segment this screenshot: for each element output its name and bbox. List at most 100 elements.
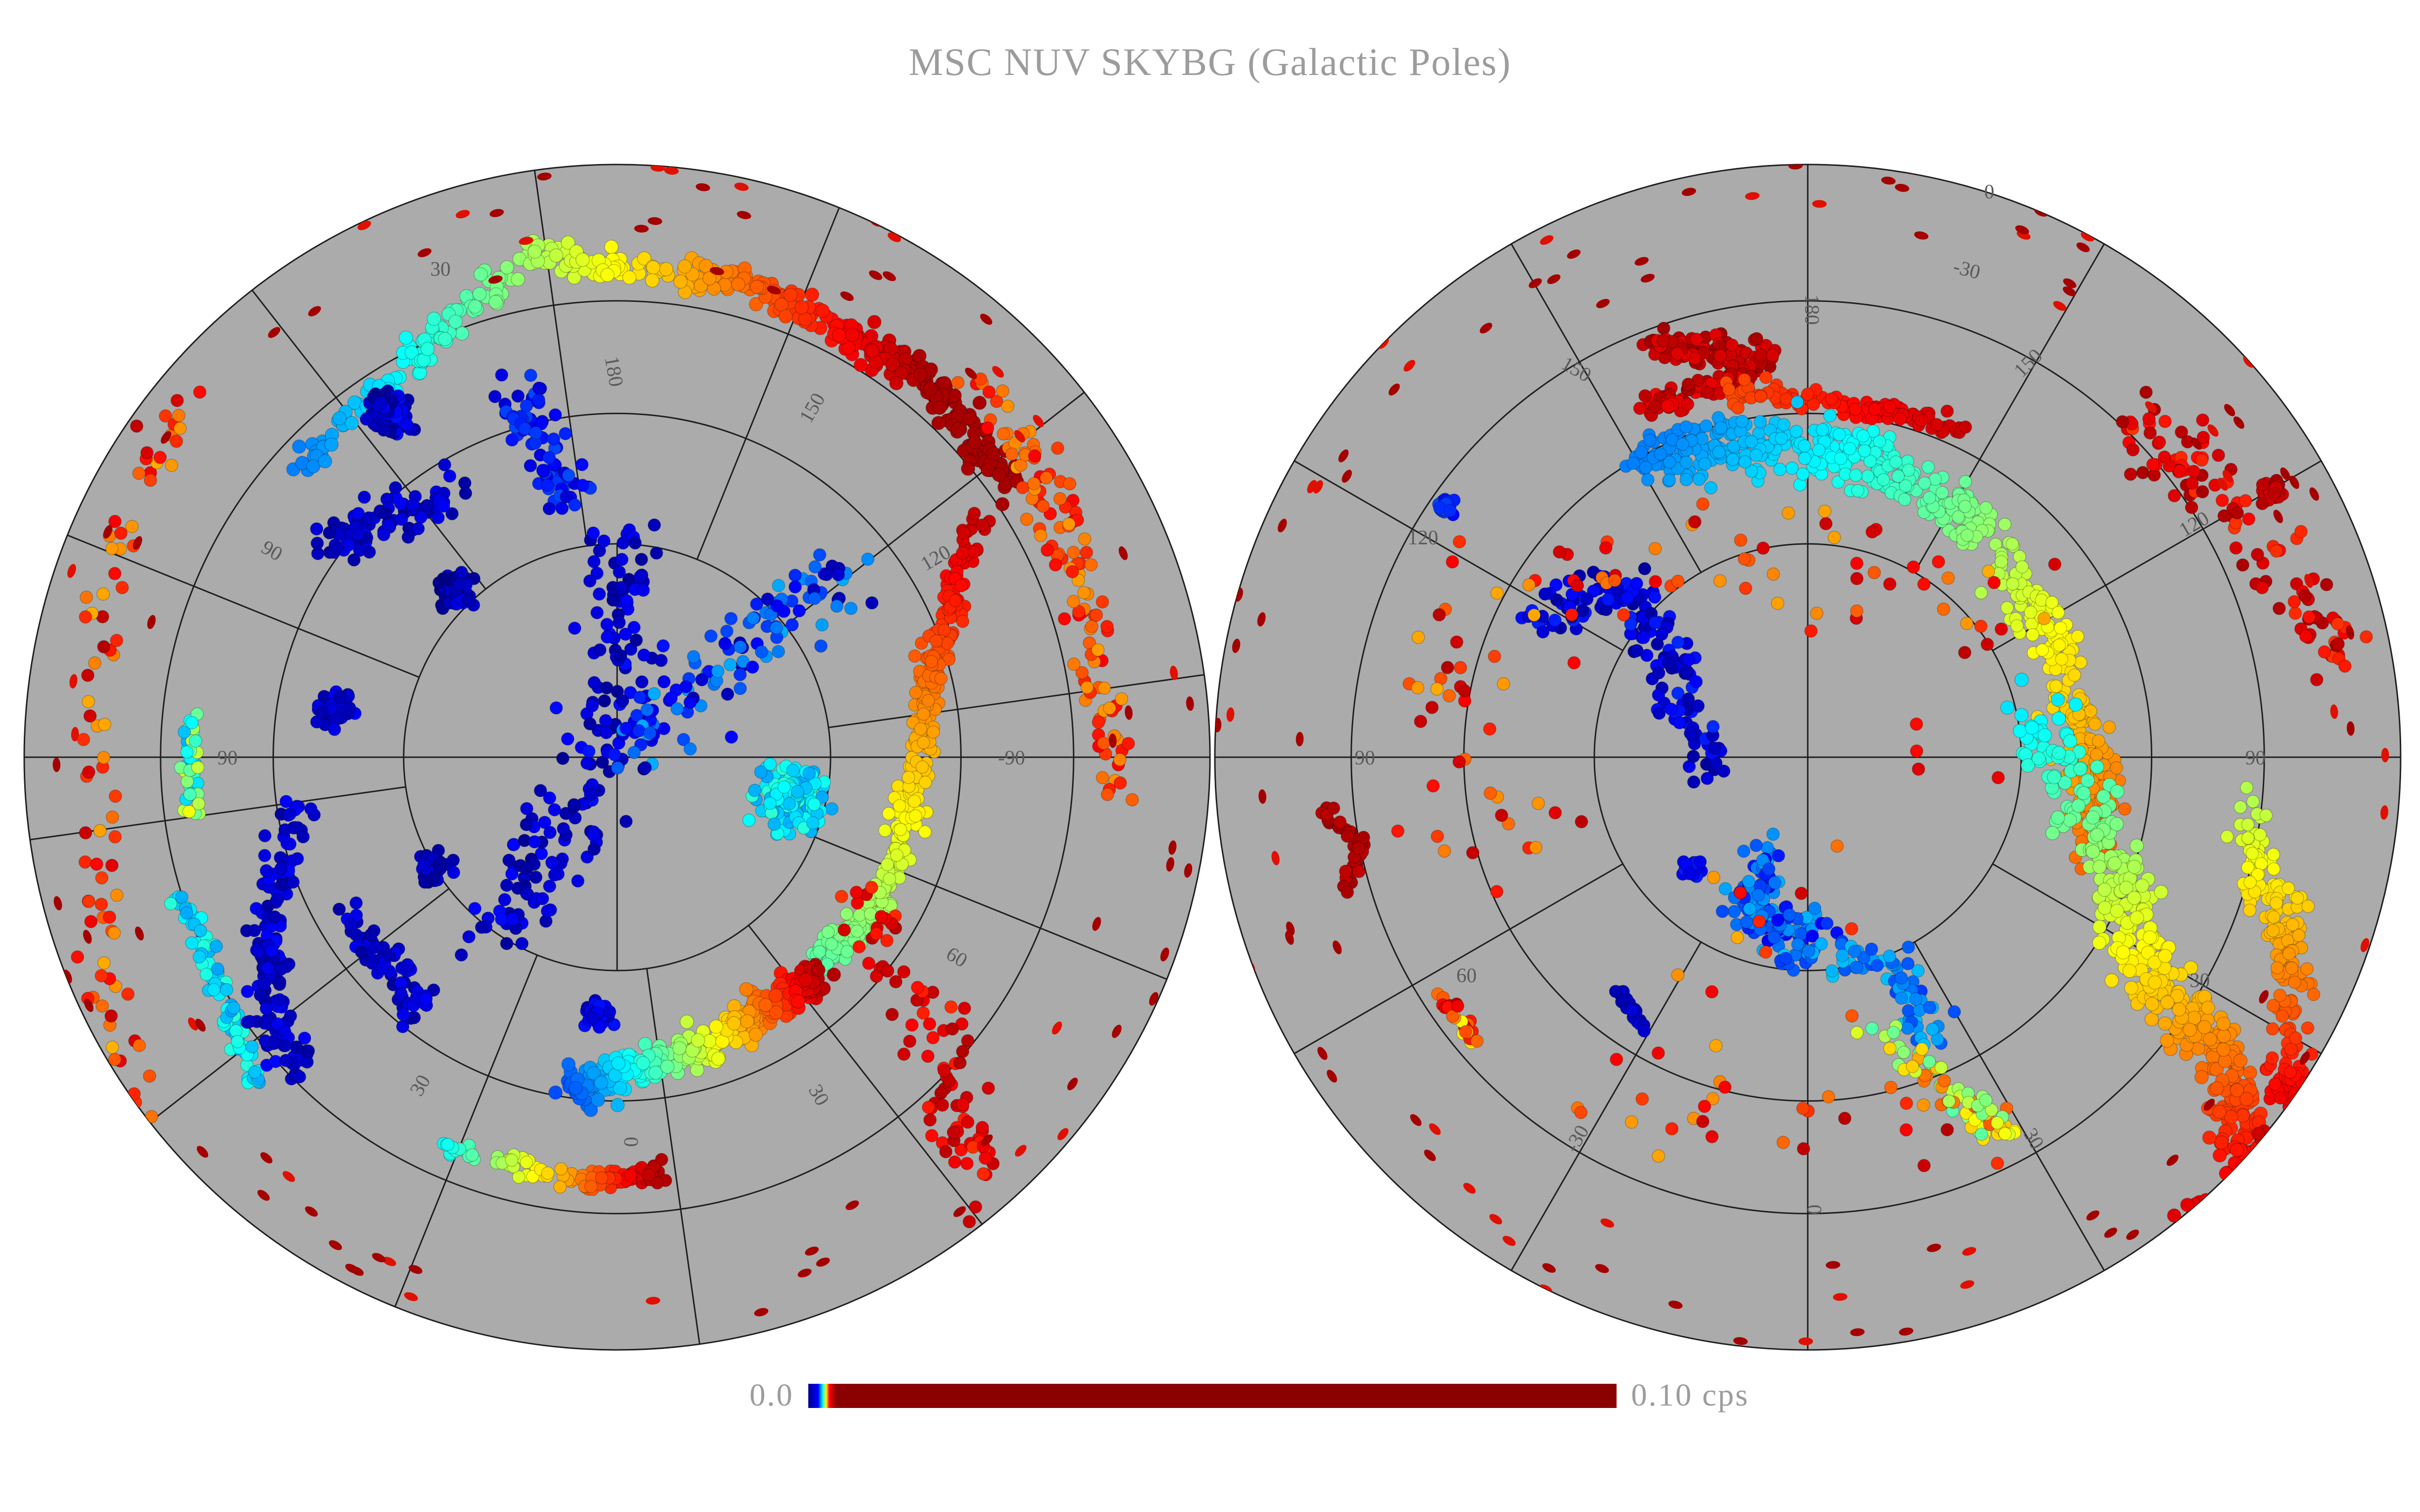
sky-bg-sample <box>549 701 563 715</box>
sky-bg-sample <box>247 924 261 937</box>
sky-bg-sample <box>1548 613 1562 627</box>
sky-bg-sample <box>1699 419 1713 433</box>
sky-bg-sample <box>143 1128 156 1142</box>
sky-bg-sample <box>815 618 829 632</box>
sky-bg-sample <box>586 699 599 713</box>
sky-bg-sample <box>265 944 279 958</box>
sky-bg-sample <box>193 385 207 399</box>
sky-bg-sample <box>929 634 943 648</box>
sky-bg-sample <box>731 277 746 292</box>
sky-bg-sample <box>2239 1092 2254 1107</box>
sky-bg-sample <box>620 594 634 608</box>
sky-bg-sample <box>2096 789 2111 804</box>
sky-bg-sample <box>441 1138 454 1152</box>
sky-bg-sample <box>144 473 157 487</box>
sky-bg-sample <box>110 888 124 902</box>
sky-bg-sample <box>2273 1123 2286 1137</box>
sky-bg-sample <box>1930 418 1944 432</box>
sky-bg-sample <box>981 421 995 435</box>
sky-bg-sample <box>343 701 356 715</box>
sky-bg-sample <box>82 895 95 908</box>
sky-bg-sample <box>258 829 272 843</box>
sky-bg-sample <box>1851 484 1865 498</box>
sky-bg-sample <box>76 733 91 747</box>
sky-bg-sample <box>2254 1145 2269 1160</box>
sky-bg-sample <box>169 434 183 448</box>
sky-bg-sample <box>1750 332 1764 345</box>
sky-bg-sample <box>1652 706 1666 720</box>
sky-bg-sample <box>807 797 821 811</box>
sky-bg-sample <box>2052 746 2066 760</box>
sky-bg-sample <box>2135 878 2149 893</box>
sky-bg-sample <box>1849 468 1862 482</box>
graticule-meridian <box>244 280 486 590</box>
sky-bg-sample <box>768 988 783 1003</box>
sky-bg-sample <box>659 262 674 277</box>
sky-bg-sample <box>2205 1195 2220 1210</box>
sky-bg-sample <box>2271 1134 2286 1149</box>
map-title: MSC NUV SKYBG (Galactic Poles) <box>908 41 1511 84</box>
sky-bg-sample <box>1766 827 1780 841</box>
sky-bg-sample <box>635 1056 650 1071</box>
sky-bg-sample <box>1682 653 1695 667</box>
sky-bg-sample <box>2000 601 2014 614</box>
sky-bg-sample <box>853 358 868 373</box>
sky-bg-sample <box>2104 973 2119 988</box>
sky-bg-sample <box>419 992 433 1006</box>
sky-bg-sample <box>2239 1185 2254 1200</box>
sky-bg-sample <box>934 1086 948 1100</box>
sky-bg-sample <box>2158 415 2172 428</box>
sky-bg-sample <box>2248 1154 2262 1169</box>
sky-bg-sample <box>2247 1156 2262 1171</box>
sky-bg-sample <box>798 972 813 987</box>
sky-bg-sample <box>2214 1236 2229 1251</box>
sky-bg-sample <box>1679 455 1693 469</box>
sky-bg-sample <box>2239 781 2254 794</box>
sky-bg-sample <box>648 518 661 532</box>
sky-bg-sample <box>1704 481 1718 494</box>
graticule-meridian <box>646 968 702 1350</box>
sky-bg-sample <box>193 950 206 964</box>
sky-bg-sample <box>590 1093 605 1108</box>
sky-bg-sample <box>1715 904 1729 918</box>
sky-bg-sample <box>840 907 854 921</box>
sky-bg-sample <box>791 785 804 798</box>
sky-bg-sample <box>2202 1250 2217 1264</box>
sky-bg-sample <box>95 871 109 885</box>
sky-bg-sample <box>279 1053 293 1067</box>
sky-bg-sample <box>257 977 271 990</box>
sky-bg-sample <box>310 537 324 550</box>
sky-bg-sample <box>473 267 488 282</box>
sky-bg-sample <box>1620 591 1634 605</box>
sky-bg-sample <box>88 656 102 670</box>
sky-bg-sample <box>2229 1142 2244 1157</box>
sky-bg-sample <box>2199 1255 2213 1269</box>
sky-bg-sample <box>637 251 651 266</box>
sky-bg-sample <box>633 690 647 704</box>
sky-bg-sample <box>355 945 368 959</box>
sky-bg-sample <box>230 1034 244 1048</box>
sky-bg-sample <box>2142 930 2157 945</box>
sky-bg-sample <box>606 593 620 607</box>
sky-bg-sample <box>1634 445 1648 459</box>
sky-bg-sample <box>2110 903 2124 918</box>
sky-bg-sample <box>1935 486 1949 499</box>
sky-bg-sample <box>2240 1178 2254 1193</box>
sky-bg-sample <box>2184 1222 2199 1236</box>
sky-bg-sample <box>210 940 223 953</box>
sky-bg-sample <box>587 526 600 540</box>
sky-bg-sample <box>598 694 611 708</box>
sky-bg-sample <box>656 639 670 653</box>
sky-bg-sample <box>709 1019 724 1034</box>
sky-bg-sample <box>1103 701 1117 715</box>
sky-bg-sample <box>1673 716 1686 730</box>
sky-bg-sample <box>426 312 441 326</box>
sky-bg-sample <box>2195 453 2208 467</box>
sky-bg-sample <box>905 1018 919 1032</box>
sky-bg-sample <box>2301 1021 2314 1035</box>
sky-bg-sample <box>125 520 139 533</box>
sky-bg-sample <box>132 466 146 480</box>
sky-bg-sample <box>733 668 747 682</box>
sky-bg-sample <box>1101 788 1114 801</box>
sky-bg-sample <box>2014 708 2029 722</box>
